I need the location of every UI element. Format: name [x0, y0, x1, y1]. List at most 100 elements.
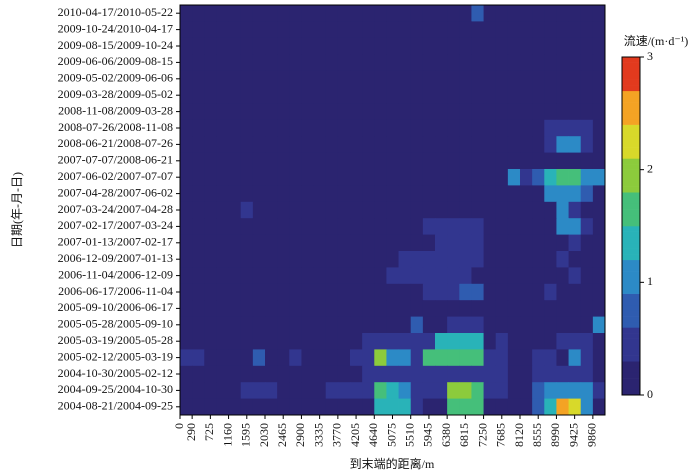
heatmap-cell	[459, 316, 472, 334]
heatmap-cell	[471, 5, 484, 22]
heatmap-cell	[252, 21, 266, 39]
heatmap-cell	[374, 119, 387, 137]
heatmap-cell	[265, 21, 278, 39]
heatmap-cell	[350, 201, 363, 219]
heatmap-cell	[410, 70, 424, 88]
heatmap-cell	[507, 349, 521, 367]
heatmap-cell	[398, 5, 412, 22]
heatmap-cell	[580, 333, 594, 350]
heatmap-cell	[350, 87, 363, 104]
heatmap-cell	[520, 201, 533, 219]
heatmap-cell	[544, 103, 557, 121]
heatmap-cell	[180, 21, 193, 39]
heatmap-cell	[216, 119, 229, 137]
heatmap-cell	[374, 300, 387, 317]
heatmap-cell	[277, 398, 290, 416]
heatmap-cell	[337, 398, 351, 416]
heatmap-cell	[398, 87, 412, 104]
heatmap-cell	[325, 185, 339, 203]
heatmap-cell	[216, 103, 229, 121]
heatmap-cell	[301, 54, 314, 71]
heatmap-cell	[495, 267, 509, 285]
heatmap-cell	[277, 37, 290, 55]
colorbar-segment	[622, 152, 640, 159]
x-tick-label: 2465	[275, 423, 289, 447]
heatmap-cell	[350, 5, 363, 22]
heatmap-cell	[435, 316, 448, 334]
heatmap-cell	[277, 300, 290, 317]
heatmap-cell	[180, 5, 193, 22]
heatmap-cell	[204, 87, 217, 104]
heatmap-cell	[313, 251, 327, 268]
heatmap-cell	[483, 201, 497, 219]
heatmap-cell	[410, 37, 424, 55]
heatmap-cell	[180, 283, 193, 301]
heatmap-cell	[556, 218, 569, 235]
heatmap-cell	[204, 70, 217, 88]
heatmap-cell	[180, 54, 193, 71]
heatmap-cell	[240, 382, 254, 399]
heatmap-cell	[568, 152, 582, 170]
heatmap-cell	[313, 5, 327, 22]
heatmap-cell	[471, 21, 484, 39]
heatmap-cell	[301, 21, 314, 39]
heatmap-cell	[350, 103, 363, 121]
heatmap-cell	[228, 316, 242, 334]
y-tick-label: 2004-09-25/2004-10-30	[58, 382, 173, 396]
heatmap-cell	[556, 234, 569, 252]
heatmap-cell	[228, 119, 242, 137]
x-tick-label: 4205	[348, 423, 362, 447]
heatmap-cell	[422, 398, 436, 416]
heatmap-cell	[313, 185, 327, 203]
x-tick-label: 8555	[530, 423, 544, 447]
heatmap-cell	[277, 5, 290, 22]
heatmap-cell	[410, 382, 424, 399]
heatmap-cell	[252, 54, 266, 71]
heatmap-cell	[422, 382, 436, 399]
heatmap-cell	[252, 365, 266, 383]
heatmap-cell	[580, 169, 594, 186]
heatmap-cell	[277, 218, 290, 235]
heatmap-cell	[459, 103, 472, 121]
heatmap-cell	[265, 201, 278, 219]
heatmap-cell	[337, 201, 351, 219]
heatmap-cell	[228, 136, 242, 153]
heatmap-cell	[192, 365, 205, 383]
heatmap-cell	[252, 37, 266, 55]
heatmap-cell	[204, 349, 217, 367]
heatmap-cell	[313, 267, 327, 285]
heatmap-cell	[447, 365, 460, 383]
heatmap-cell	[532, 5, 545, 22]
heatmap-cell	[240, 300, 254, 317]
heatmap-cell	[228, 234, 242, 252]
heatmap-cell	[520, 316, 533, 334]
heatmap-cell	[386, 87, 399, 104]
heatmap-cell	[289, 316, 302, 334]
heatmap-cell	[277, 267, 290, 285]
heatmap-cell	[422, 283, 436, 301]
heatmap-cell	[386, 398, 399, 416]
heatmap-cell	[556, 87, 569, 104]
heatmap-cell	[580, 201, 594, 219]
heatmap-cell	[592, 349, 606, 367]
heatmap-cell	[592, 37, 606, 55]
heatmap-cell	[386, 70, 399, 88]
heatmap-cell	[313, 300, 327, 317]
heatmap-cell	[240, 234, 254, 252]
heatmap-cell	[556, 103, 569, 121]
heatmap-cell	[483, 152, 497, 170]
heatmap-cell	[495, 316, 509, 334]
heatmap-cell	[337, 21, 351, 39]
heatmap-cell	[471, 333, 484, 350]
heatmap-cell	[459, 152, 472, 170]
colorbar-segment	[622, 113, 640, 120]
heatmap-cell	[410, 152, 424, 170]
heatmap-cell	[532, 103, 545, 121]
colorbar-segment	[622, 361, 640, 368]
heatmap-cell	[204, 365, 217, 383]
heatmap-cell	[350, 267, 363, 285]
heatmap-cell	[325, 349, 339, 367]
heatmap-cell	[313, 87, 327, 104]
heatmap-cell	[447, 267, 460, 285]
heatmap-cell	[532, 70, 545, 88]
